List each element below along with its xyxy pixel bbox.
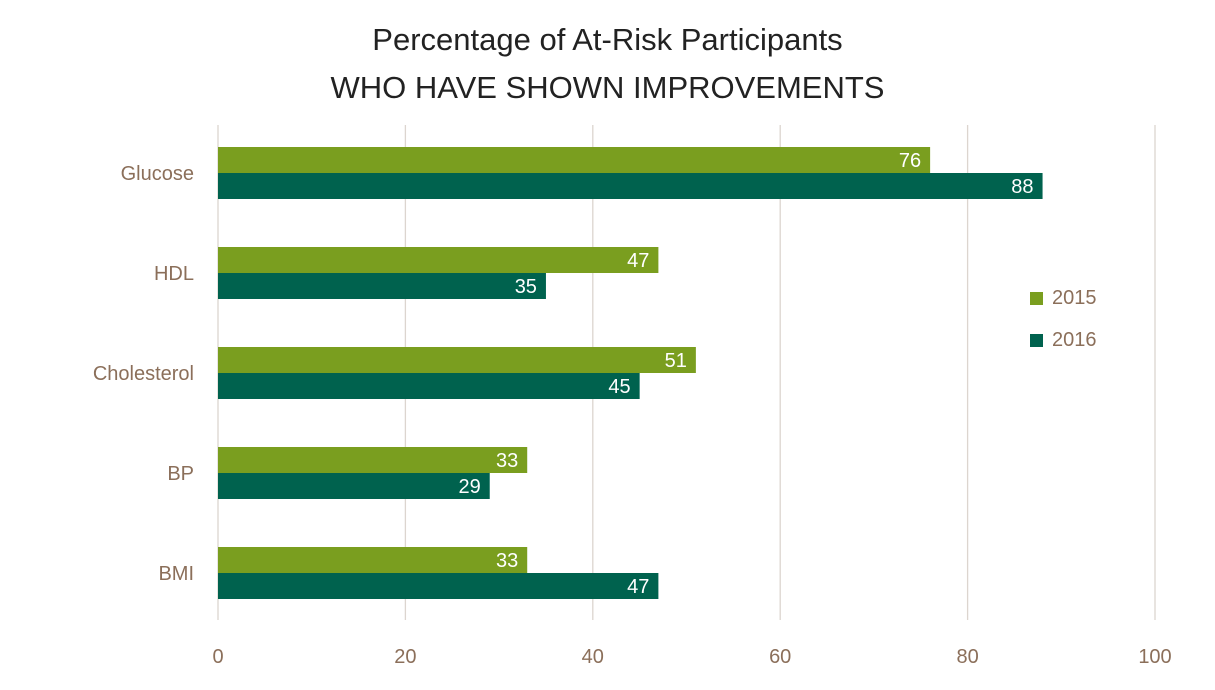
data-label: 35 xyxy=(515,276,537,298)
category-label: BP xyxy=(167,463,194,485)
category-label: Glucose xyxy=(121,163,194,185)
bar-2015-cholesterol xyxy=(218,347,696,373)
bar-2016-bmi xyxy=(218,573,659,599)
data-label: 47 xyxy=(627,250,649,272)
data-label: 33 xyxy=(496,550,518,572)
bar-2015-hdl xyxy=(218,247,659,273)
x-tick-label: 80 xyxy=(956,646,978,668)
bar-2016-bp xyxy=(218,473,490,499)
data-label: 29 xyxy=(458,476,480,498)
legend-item-2016: 2016 xyxy=(1030,328,1097,352)
legend-swatch-2015 xyxy=(1030,291,1043,305)
x-tick-label: 40 xyxy=(582,646,604,668)
chart-title: Percentage of At-Risk Participants xyxy=(372,22,843,57)
category-label: BMI xyxy=(158,563,194,585)
category-label: HDL xyxy=(154,263,194,285)
legend-swatch-2016 xyxy=(1030,333,1043,347)
data-label: 88 xyxy=(1011,176,1033,198)
legend-label-2015: 2015 xyxy=(1052,286,1097,309)
chart-subtitle: WHO HAVE SHOWN IMPROVEMENTS xyxy=(330,70,885,105)
x-tick-label: 60 xyxy=(769,646,791,668)
data-label: 33 xyxy=(496,450,518,472)
x-tick-label: 100 xyxy=(1138,646,1171,668)
data-label: 47 xyxy=(627,576,649,598)
bar-2015-glucose xyxy=(218,147,931,173)
x-tick-label: 20 xyxy=(394,646,416,668)
data-label: 76 xyxy=(899,150,921,172)
legend-label-2016: 2016 xyxy=(1052,328,1097,351)
data-label: 51 xyxy=(665,350,687,372)
bar-2016-glucose xyxy=(218,173,1043,199)
bar-2016-hdl xyxy=(218,273,546,299)
category-label: Cholesterol xyxy=(93,363,194,385)
x-tick-label: 0 xyxy=(212,646,223,668)
bar-2016-cholesterol xyxy=(218,373,640,399)
bar-2015-bp xyxy=(218,447,528,473)
bar-2015-bmi xyxy=(218,547,528,573)
legend-item-2015: 2015 xyxy=(1030,286,1097,310)
data-label: 45 xyxy=(608,376,630,398)
